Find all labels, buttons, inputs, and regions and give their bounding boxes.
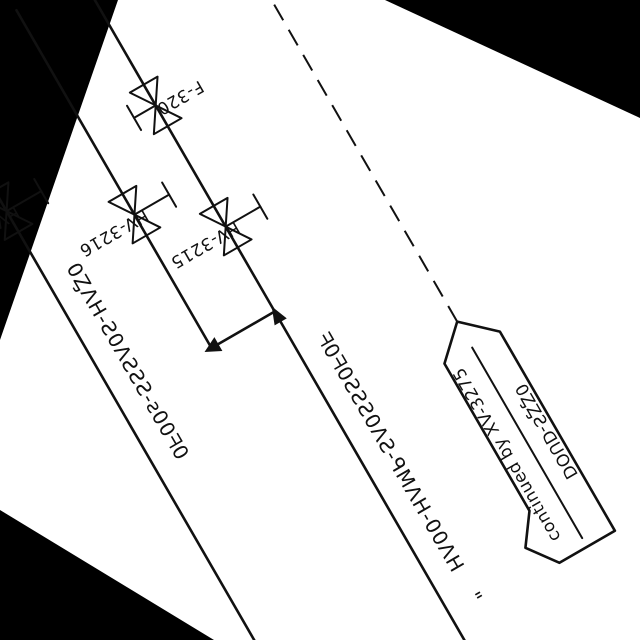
flow-arrow-branch: [204, 337, 223, 353]
valve-tag-hv-3217: HV-3217: [0, 202, 23, 257]
branch-line-hv-3215: [78, 0, 276, 313]
signal-line-dashed: [186, 0, 459, 323]
branch-line-hv-3216: [15, 8, 276, 353]
